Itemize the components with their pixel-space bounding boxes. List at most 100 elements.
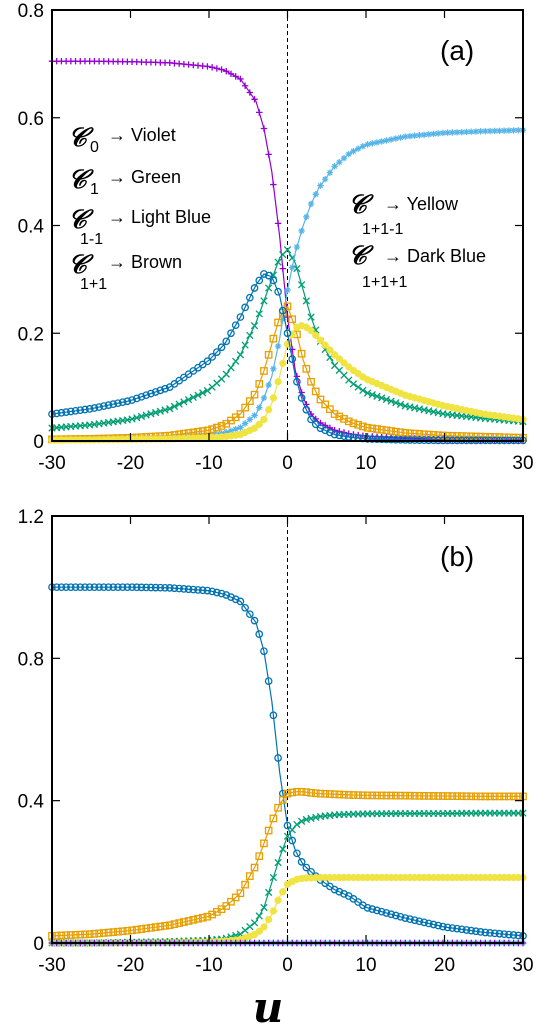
data-point xyxy=(363,435,372,443)
data-point xyxy=(439,792,447,800)
data-point xyxy=(391,791,400,800)
data-point xyxy=(434,921,443,930)
data-point xyxy=(260,923,268,931)
data-point xyxy=(453,129,461,136)
data-point xyxy=(482,127,489,135)
panel-b-label: (b) xyxy=(440,541,474,572)
data-point xyxy=(118,927,127,936)
data-point xyxy=(227,427,235,434)
data-point xyxy=(52,931,61,940)
x-tick-label: 20 xyxy=(434,453,455,474)
data-point xyxy=(330,410,339,418)
data-point xyxy=(481,928,490,937)
data-point xyxy=(406,132,414,140)
data-point xyxy=(293,377,301,386)
data-point xyxy=(265,381,272,389)
data-point xyxy=(71,583,80,592)
data-point xyxy=(383,137,390,144)
data-point xyxy=(250,616,259,625)
data-point xyxy=(462,792,471,801)
data-point xyxy=(109,928,118,936)
x-tick-label: 30 xyxy=(512,453,533,474)
x-tick-label: -10 xyxy=(195,955,222,976)
data-point xyxy=(245,872,254,880)
data-point xyxy=(429,920,438,929)
data-point xyxy=(189,393,197,402)
data-point xyxy=(132,583,141,592)
x-tick-label: 10 xyxy=(355,453,376,474)
data-point xyxy=(104,928,113,937)
data-point xyxy=(340,154,348,162)
legend-label: → Dark Blue xyxy=(384,246,486,266)
data-point xyxy=(194,586,202,594)
series-brown xyxy=(48,787,527,940)
data-point xyxy=(326,428,334,437)
data-point xyxy=(90,929,99,938)
data-point xyxy=(420,918,428,927)
data-point xyxy=(232,73,239,80)
data-point xyxy=(264,350,273,359)
data-point xyxy=(435,130,442,137)
data-point xyxy=(284,286,291,294)
x-tick-label: -20 xyxy=(117,955,144,976)
x-tick-label: -30 xyxy=(38,453,65,474)
data-point xyxy=(302,405,311,414)
data-point xyxy=(95,403,103,411)
data-point xyxy=(363,791,372,800)
data-point xyxy=(316,395,325,404)
data-point xyxy=(336,158,343,166)
data-point xyxy=(463,128,470,136)
data-point xyxy=(71,930,80,939)
data-point xyxy=(241,82,249,89)
data-point xyxy=(316,789,325,798)
data-point xyxy=(222,370,230,378)
data-point xyxy=(203,386,212,395)
data-point xyxy=(283,329,292,338)
data-point xyxy=(490,792,499,801)
data-point xyxy=(467,792,476,801)
data-point xyxy=(180,918,188,926)
data-point xyxy=(476,928,485,936)
data-point xyxy=(245,293,254,302)
data-point xyxy=(467,926,476,935)
data-point xyxy=(270,181,277,188)
data-point xyxy=(189,585,198,594)
data-point xyxy=(189,916,198,924)
data-point xyxy=(256,109,263,116)
data-point xyxy=(114,583,122,592)
data-point xyxy=(293,787,301,796)
data-point xyxy=(359,143,367,150)
data-point xyxy=(269,907,278,915)
data-point xyxy=(85,583,94,592)
data-point xyxy=(198,427,207,435)
data-point xyxy=(142,391,151,400)
data-point xyxy=(326,346,334,354)
data-point xyxy=(99,929,108,937)
legend-entry-c1+1-1: 𝒞 1+1-1 → Yellow xyxy=(348,190,459,238)
data-point xyxy=(476,432,485,441)
data-point xyxy=(222,337,231,346)
data-point xyxy=(76,583,85,592)
data-point xyxy=(340,359,348,367)
data-point xyxy=(165,921,174,930)
data-point xyxy=(208,353,216,361)
data-point xyxy=(359,386,367,395)
data-point xyxy=(62,931,70,940)
data-point xyxy=(198,586,207,595)
data-point xyxy=(345,376,353,384)
data-point xyxy=(99,402,108,410)
data-point xyxy=(368,791,377,800)
data-point xyxy=(274,287,282,296)
data-point xyxy=(453,432,461,440)
data-point xyxy=(81,930,89,939)
data-point xyxy=(321,789,330,798)
data-point xyxy=(274,318,282,327)
data-point xyxy=(274,220,282,227)
data-point xyxy=(335,431,344,440)
data-point xyxy=(288,836,297,845)
data-point xyxy=(293,820,301,829)
data-point xyxy=(260,270,268,278)
data-point xyxy=(515,127,522,134)
data-point xyxy=(312,331,320,340)
legend-symbol: 𝒞 xyxy=(348,190,374,220)
